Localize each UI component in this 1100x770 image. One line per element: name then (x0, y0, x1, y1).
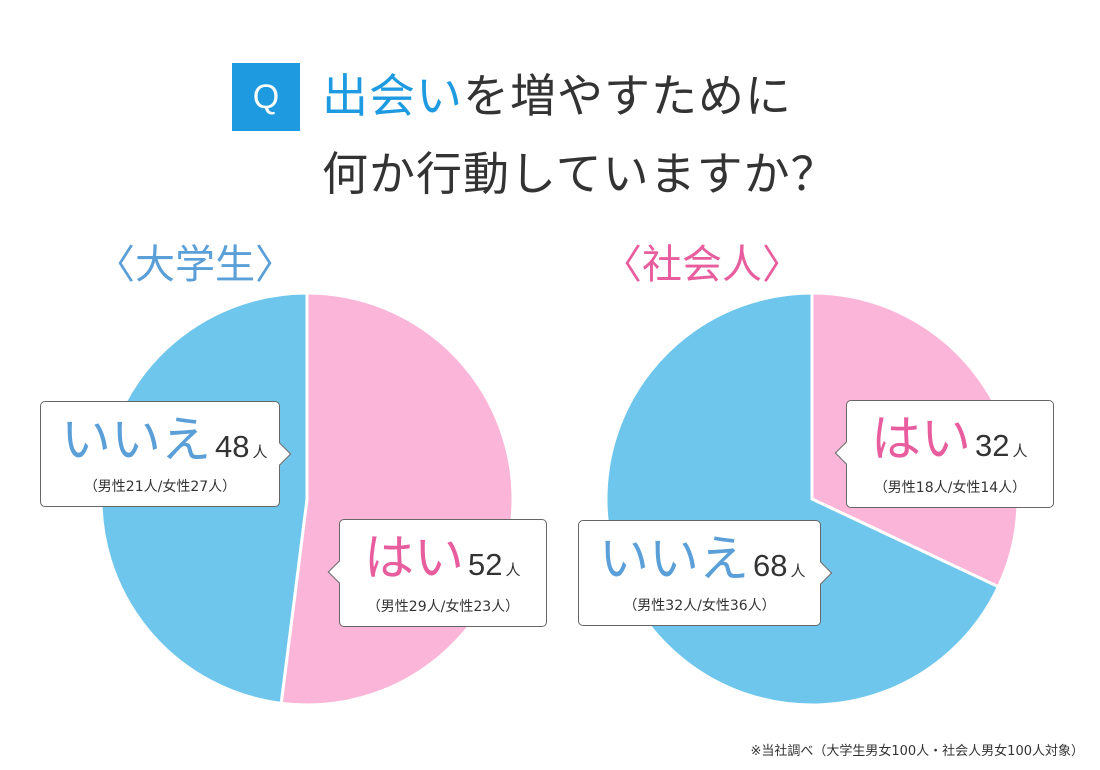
slice-unit: 人 (790, 562, 806, 580)
slice-unit: 人 (252, 443, 268, 461)
slice-unit: 人 (1012, 442, 1028, 460)
callout-main: いいえ 68 人 (599, 531, 806, 587)
worker-yes-callout: はい 32 人 （男性18人/女性14人） (834, 400, 1054, 508)
question-title-line1: 出会いを増やすために (322, 66, 792, 126)
worker-chart-title: 〈社会人〉 (602, 242, 802, 288)
student-no-callout: いいえ 48 人 （男性21人/女性27人） (40, 401, 292, 507)
worker-no-callout: いいえ 68 人 （男性32人/女性36人） (578, 520, 833, 626)
slice-label: いいえ (599, 530, 749, 588)
question-badge: Q (232, 63, 300, 131)
callout-main: はい 32 人 (871, 411, 1028, 467)
question-title-line2: 何か行動していますか？ (322, 147, 838, 201)
student-chart-title: 〈大学生〉 (95, 242, 295, 288)
question-title-accent: 出会い (322, 69, 463, 123)
slice-breakdown: （男性18人/女性14人） (873, 480, 1027, 496)
slice-unit: 人 (505, 561, 521, 579)
slice-breakdown: （男性29人/女性23人） (366, 599, 520, 615)
slice-value: 68 (753, 548, 788, 583)
question-title-rest: を増やすために (463, 69, 792, 123)
slice-value: 48 (215, 429, 250, 464)
slice-value: 32 (975, 428, 1010, 463)
pie-slice-yes (279, 291, 515, 707)
slice-value: 52 (468, 547, 503, 582)
callout-main: いいえ 48 人 (61, 412, 268, 468)
slice-label: はい (871, 410, 971, 468)
callout-main: はい 52 人 (364, 530, 521, 586)
slice-label: いいえ (61, 411, 211, 469)
slice-label: はい (364, 529, 464, 587)
slice-breakdown: （男性32人/女性36人） (623, 598, 776, 614)
footnote: ※当社調べ（大学生男女100人・社会人男女100人対象） (750, 744, 1084, 759)
slice-breakdown: （男性21人/女性27人） (83, 479, 237, 495)
student-yes-callout: はい 52 人 （男性29人/女性23人） (327, 519, 547, 627)
